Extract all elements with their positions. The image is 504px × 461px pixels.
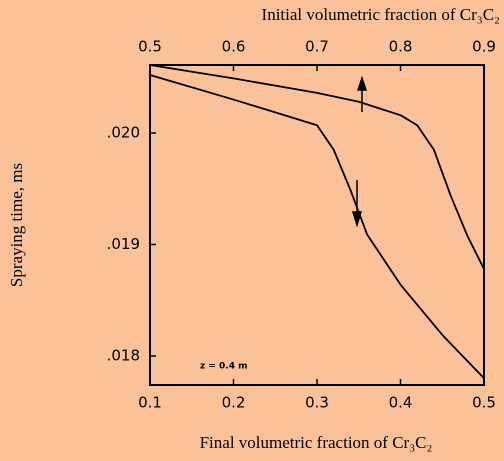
x2-tick-label: 0.5: [138, 38, 162, 56]
line-series: [149, 64, 485, 270]
x-tick-label: 0.4: [389, 394, 413, 412]
arrow-head: [356, 75, 368, 91]
y-axis-label: Spraying time, ms: [7, 163, 26, 287]
x-tick-label: 0.5: [472, 394, 496, 412]
x-tick-label: 0.3: [305, 394, 329, 412]
x2-tick-label: 0.8: [389, 38, 413, 56]
y-tick-label: .020: [107, 124, 140, 142]
line-series: [149, 74, 485, 379]
x-tick-label: 0.1: [138, 394, 162, 412]
chart-title: Initial volumetric fraction of Cr₃C₂: [262, 5, 500, 24]
x-axis-label: Final volumetric fraction of Cr₃C₂: [200, 433, 433, 452]
x2-tick-label: 0.6: [222, 38, 246, 56]
x2-tick-label: 0.9: [472, 38, 496, 56]
annotation: z = 0.4 m: [200, 362, 248, 372]
x2-tick-label: 0.7: [305, 38, 329, 56]
y-tick-label: .018: [107, 347, 140, 365]
x-tick-label: 0.2: [222, 394, 246, 412]
y-tick-label: .019: [107, 235, 140, 253]
